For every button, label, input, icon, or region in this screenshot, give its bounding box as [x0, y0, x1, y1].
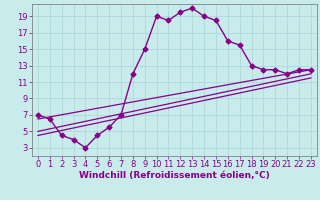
- X-axis label: Windchill (Refroidissement éolien,°C): Windchill (Refroidissement éolien,°C): [79, 171, 270, 180]
